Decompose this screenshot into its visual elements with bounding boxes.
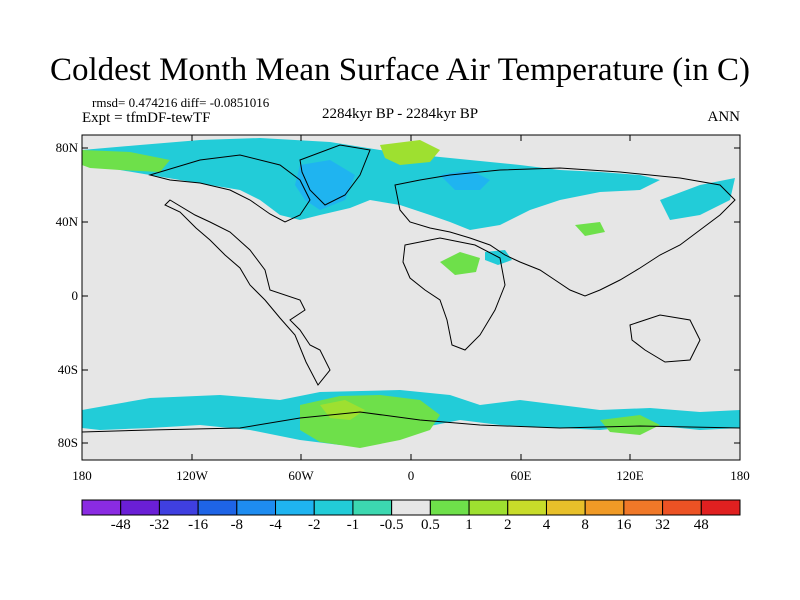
colorbar-label: -16	[188, 517, 209, 533]
colorbar-box	[81, 499, 122, 516]
colorbar-box	[584, 499, 625, 516]
australia-coast	[629, 314, 701, 363]
lon-label-180e: 180	[730, 468, 750, 483]
colorbar-label: 2	[504, 517, 512, 533]
africa-coast	[402, 237, 506, 351]
colorbar-label: -32	[149, 517, 170, 533]
season-label: ANN	[707, 109, 741, 125]
colorbar-box	[120, 499, 160, 516]
colorbar-label: -0.5	[379, 517, 404, 533]
ross-sea-warm	[600, 415, 660, 435]
colorbar-label: -8	[230, 517, 244, 533]
colorbar-box	[236, 499, 277, 516]
lat-label-0: 0	[71, 288, 79, 303]
colorbar-box	[545, 499, 586, 516]
colorbar-label: -2	[307, 517, 321, 533]
coastlines	[82, 144, 740, 433]
colorbar-box	[468, 499, 509, 516]
colorbar-label: 16	[616, 517, 632, 533]
colorbar-label: -48	[110, 517, 131, 533]
period-label: 2284kyr BP - 2284kyr BP	[322, 106, 479, 122]
east-asia-cool	[660, 178, 735, 220]
eurasia-coast	[394, 167, 736, 297]
colorbar-box	[158, 499, 199, 516]
colorbar-label: 4	[542, 517, 551, 533]
lon-label-120w: 120W	[176, 468, 208, 483]
colorbar-box	[700, 499, 741, 516]
lon-label-60e: 60E	[510, 468, 532, 483]
colorbar-label: 8	[581, 517, 589, 533]
lon-label-60w: 60W	[288, 468, 314, 483]
colorbar-box	[197, 499, 238, 516]
colorbar-box	[391, 499, 431, 516]
colorbar-label: -1	[346, 517, 360, 533]
canada-arctic-coast	[148, 154, 311, 223]
north-america-coast	[164, 199, 331, 386]
lat-label-80n: 80N	[55, 140, 78, 155]
colorbar-box	[507, 499, 547, 516]
colorbar-label: 0.5	[420, 517, 440, 533]
colorbar-box	[313, 499, 354, 516]
colorbar-label: 32	[655, 517, 671, 533]
north-pacific-warm	[82, 150, 170, 172]
colorbar-box	[275, 499, 315, 516]
arctic-cool-anomaly	[82, 138, 660, 230]
north-atlantic-warm	[380, 140, 440, 165]
colorbar-box	[429, 499, 470, 516]
rmsd-diff-stats: rmsd= 0.474216 diff= -0.0851016	[92, 95, 270, 110]
colorbar-label: 48	[693, 517, 709, 533]
china-warm-patch	[575, 222, 605, 236]
greenland-coast	[299, 144, 371, 206]
colorbar-box	[662, 499, 702, 516]
lat-label-40s: 40S	[57, 362, 78, 377]
lon-label-0: 0	[407, 468, 415, 483]
lon-label-180w: 180	[72, 468, 92, 483]
colorbar-box	[352, 499, 393, 516]
colorbar-label: 1	[465, 517, 473, 533]
antarctica-coast	[82, 411, 740, 433]
colorbar	[81, 499, 741, 516]
sahara-warm-patch	[440, 252, 480, 275]
lon-label-120e: 120E	[616, 468, 644, 483]
page-title: Coldest Month Mean Surface Air Temperatu…	[50, 52, 750, 88]
colorbar-label: -4	[269, 517, 282, 533]
experiment-label: Expt = tfmDF-tewTF	[82, 110, 211, 126]
axis-ticks	[81, 135, 741, 460]
lat-label-40n: 40N	[55, 214, 78, 229]
lat-label-80s: 80S	[57, 435, 78, 450]
colorbar-box	[623, 499, 664, 516]
